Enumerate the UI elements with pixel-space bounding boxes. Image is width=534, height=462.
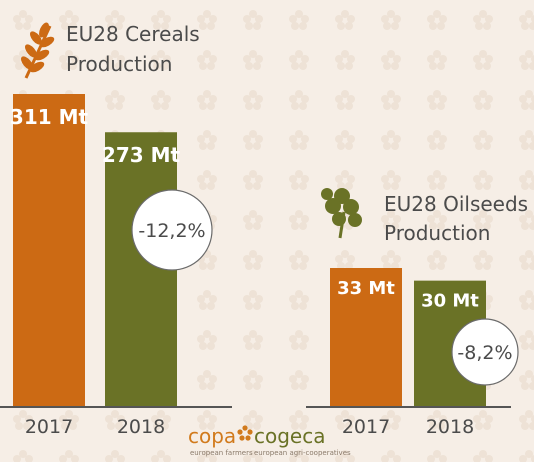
cogeca-tagline: european agri-cooperatives (254, 449, 351, 457)
change-label: -8,2% (457, 342, 512, 364)
chart-title-line-2: Production (66, 52, 172, 76)
x-tick-label: 2018 (426, 416, 474, 438)
copa-cogeca-logo: copa cogeca european farmers european ag… (188, 424, 351, 457)
bar-value-label: 33 Mt (337, 278, 395, 299)
cereals-chart: EU28 Cereals Production 311 Mt 2017 273 Mt… (0, 22, 232, 438)
cogeca-wordmark: cogeca (254, 424, 325, 448)
change-label: -12,2% (138, 220, 205, 242)
chart-title-line-1: EU28 Oilseeds (384, 192, 528, 216)
x-tick-label: 2018 (117, 416, 165, 438)
bar-value-label: 273 Mt (102, 143, 181, 167)
chart-title: EU28 Oilseeds Production (384, 192, 534, 245)
copa-tagline: european farmers (190, 449, 253, 457)
bars: 311 Mt 2017 273 Mt 2018 -12,2% (10, 94, 213, 438)
x-tick-label: 2017 (342, 416, 390, 438)
chart-title: EU28 Cereals Production (66, 22, 206, 76)
change-badge (451, 318, 519, 386)
copa-wordmark: copa (188, 424, 236, 448)
bar-value-label: 30 Mt (421, 291, 479, 312)
bars: 33 Mt 2017 30 Mt 2018 -8,2% (330, 268, 519, 438)
bar-2017 (330, 268, 402, 407)
oilseeds-chart: EU28 Oilseeds Production 33 Mt 2017 30 Mt 2… (306, 188, 534, 438)
x-tick-label: 2017 (25, 416, 73, 438)
clover-leaf-icon (321, 188, 362, 239)
bar-value-label: 311 Mt (10, 105, 89, 129)
chart-title-line-2: Production (384, 221, 490, 245)
change-badge (131, 189, 213, 271)
wheat-icon (21, 22, 55, 79)
flower-icon (237, 425, 253, 441)
chart-title-line-1: EU28 Cereals (66, 22, 200, 46)
bar-2017 (13, 94, 85, 407)
